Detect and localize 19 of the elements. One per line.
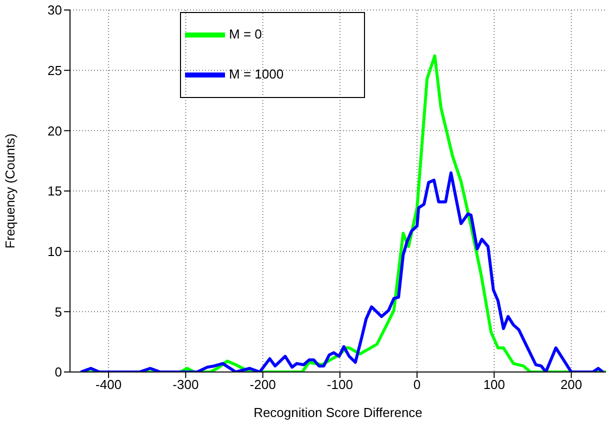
x-axis-title: Recognition Score Difference <box>254 405 422 420</box>
y-tick-label: 0 <box>54 364 62 380</box>
x-tick-label: 200 <box>560 377 582 392</box>
x-tick-label: -100 <box>326 377 353 392</box>
legend-label: M = 1000 <box>229 66 284 82</box>
x-tick-label: -400 <box>96 377 122 392</box>
y-tick-label: 30 <box>48 2 62 18</box>
y-axis-title: Frequency (Counts) <box>2 134 18 248</box>
legend-label: M = 0 <box>229 26 262 42</box>
y-tick-label: 20 <box>48 123 62 138</box>
x-tick-label: 0 <box>413 377 421 392</box>
y-tick-label: 15 <box>48 184 62 199</box>
y-tick-label: 25 <box>48 62 62 78</box>
line-series <box>79 171 604 372</box>
x-tick-label: 100 <box>483 377 506 392</box>
x-tick-label: -300 <box>172 377 199 392</box>
y-tick-label: 10 <box>48 244 62 259</box>
x-tick-label: -200 <box>250 377 276 392</box>
y-tick-label: 5 <box>54 304 62 320</box>
